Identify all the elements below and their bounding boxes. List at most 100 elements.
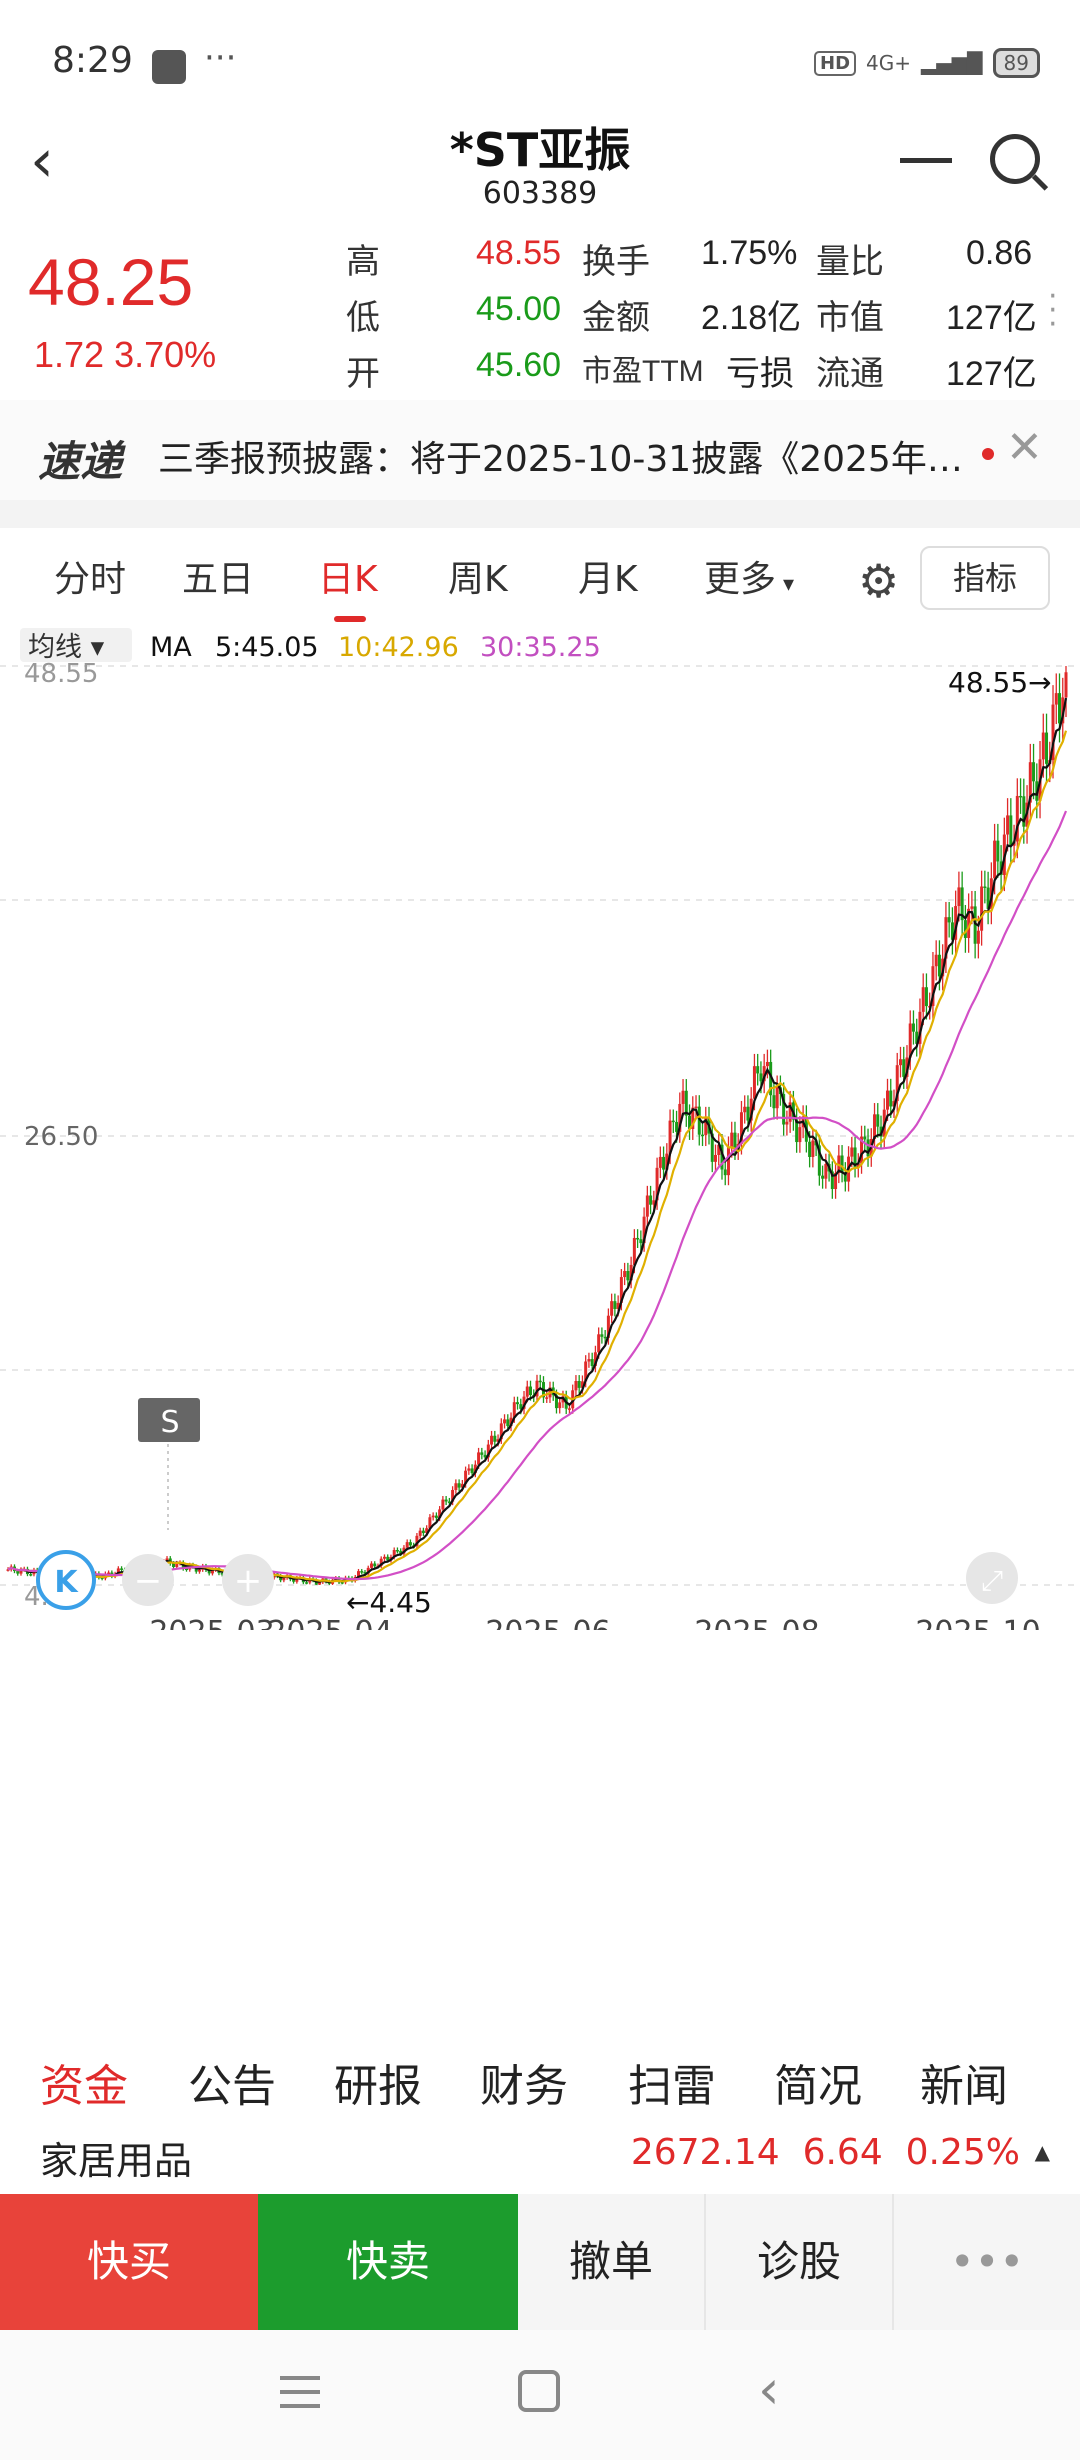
candle-body (1064, 672, 1068, 698)
k-circle-icon (36, 1550, 96, 1610)
candle-body (1032, 762, 1036, 782)
candle-body (408, 1542, 412, 1546)
candle-body (892, 1101, 896, 1107)
candle-body (908, 1023, 912, 1058)
quick-buy-button[interactable]: 快买 (0, 2194, 258, 2330)
tab-risk-scan[interactable]: 扫雷 (628, 2061, 716, 2112)
candle-body (431, 1515, 435, 1518)
sector-name: 家居用品 (40, 2139, 193, 2183)
candle-body (415, 1535, 419, 1546)
candle-body (701, 1134, 705, 1137)
tab-monthly-k[interactable]: 月K (578, 559, 638, 600)
tab-profile[interactable]: 简况 (774, 2061, 862, 2112)
expand-up-icon[interactable]: ▲ (1034, 2140, 1050, 2164)
menu-icon[interactable] (280, 2376, 320, 2418)
tab-more[interactable]: 更多 ▾ (704, 550, 794, 602)
candle-body (1051, 704, 1055, 761)
sector-row[interactable] (0, 2112, 1080, 2198)
candle-body (6, 1569, 10, 1571)
candle-body (457, 1483, 461, 1488)
diagnose-button[interactable]: 诊股 (706, 2194, 894, 2330)
ma-selector-box (20, 628, 132, 662)
news-banner[interactable] (0, 400, 1080, 500)
candle-body (665, 1153, 669, 1170)
close-icon[interactable]: ✕ (1006, 422, 1043, 473)
hd-icon: HD (814, 50, 857, 76)
candlestick-chart[interactable]: 均线 ▾ MA 5:45.05 10:42.96 30:35.25 48.55 26.50 4… (0, 620, 1080, 1630)
x-tick-label: 2025-08 (694, 1615, 819, 1630)
more-actions-button[interactable]: ••• (894, 2194, 1080, 2330)
candle-body (788, 1102, 792, 1122)
indicator-button[interactable]: 指标 (920, 546, 1050, 610)
candle-body (600, 1334, 604, 1337)
ma30-value: 30:35.25 (480, 632, 601, 663)
nav-back-icon[interactable]: ‹ (758, 2358, 780, 2421)
quick-sell-button[interactable]: 快卖 (258, 2194, 518, 2330)
tab-announcements[interactable]: 公告 (188, 2061, 276, 2112)
candle-body (503, 1419, 507, 1424)
tab-weekly-k[interactable]: 周K (448, 559, 508, 600)
candle-body (746, 1106, 750, 1121)
news-logo: 速递 (38, 437, 123, 486)
candle-body (421, 1530, 425, 1534)
candle-body (357, 1571, 361, 1577)
tab-research[interactable]: 研报 (334, 2061, 422, 2112)
candle-body (726, 1147, 730, 1176)
candle-body (441, 1499, 445, 1510)
candle-body (691, 1107, 695, 1129)
minimize-icon[interactable] (900, 158, 952, 163)
candle-body (733, 1132, 737, 1150)
candle-body (558, 1402, 562, 1409)
candle-body (318, 1582, 322, 1585)
status-time: 8:29 (52, 40, 133, 81)
candle-body (538, 1380, 542, 1383)
candle-body (694, 1106, 698, 1109)
candle-body (652, 1200, 656, 1205)
market-cap-value: 127亿 (946, 299, 1037, 337)
candle-body (950, 922, 954, 940)
candle-body (197, 1569, 201, 1572)
tab-daily-k[interactable]: 日K (318, 559, 378, 600)
candle-body (671, 1120, 675, 1123)
market-cap-label: 市值 (816, 299, 884, 337)
float-cap-value: 127亿 (946, 355, 1037, 393)
candle-body (658, 1156, 662, 1168)
ma5-line (7, 697, 1068, 1584)
turnover-label: 换手 (582, 243, 650, 281)
high-value: 48.55 (476, 234, 562, 272)
tab-timeshare[interactable]: 分时 (54, 559, 127, 600)
candle-body (460, 1483, 464, 1488)
candle-body (762, 1066, 766, 1082)
tab-funds[interactable]: 资金 (40, 2061, 128, 2112)
candle-body (425, 1528, 429, 1534)
back-icon[interactable]: ‹ (30, 126, 54, 196)
candle-body (636, 1237, 640, 1240)
candle-body (554, 1395, 558, 1409)
divider (0, 500, 1080, 528)
settings-icon[interactable]: ⚙ (858, 554, 900, 608)
tab-news[interactable]: 新闻 (920, 2061, 1008, 2112)
zoom-in-icon (222, 1554, 274, 1606)
tab-finance[interactable]: 财务 (480, 2061, 568, 2112)
cancel-order-button[interactable]: 撤单 (518, 2194, 706, 2330)
tab-five-day[interactable]: 五日 (182, 559, 255, 600)
candle-body (473, 1464, 477, 1474)
candle-body (509, 1417, 513, 1427)
search-icon[interactable] (990, 134, 1040, 184)
home-icon[interactable] (518, 2370, 560, 2412)
candle-body (116, 1568, 120, 1574)
candle-body (379, 1558, 383, 1566)
candle-body (824, 1163, 828, 1179)
candle-body (175, 1563, 179, 1567)
news-text[interactable]: 三季报预披露：将于2025-10-31披露《2025年… (158, 439, 963, 480)
candle-body (369, 1563, 373, 1568)
candle-body (480, 1452, 484, 1455)
ma10-value: 10:42.96 (338, 632, 459, 663)
candle-body (934, 954, 938, 967)
pe-value: 亏损 (726, 355, 794, 393)
active-tab-indicator (334, 616, 366, 622)
more-vertical-icon[interactable]: · · · (1048, 279, 1058, 342)
candle-body (184, 1568, 188, 1571)
candle-body (843, 1172, 847, 1182)
candle-body (1006, 815, 1010, 835)
